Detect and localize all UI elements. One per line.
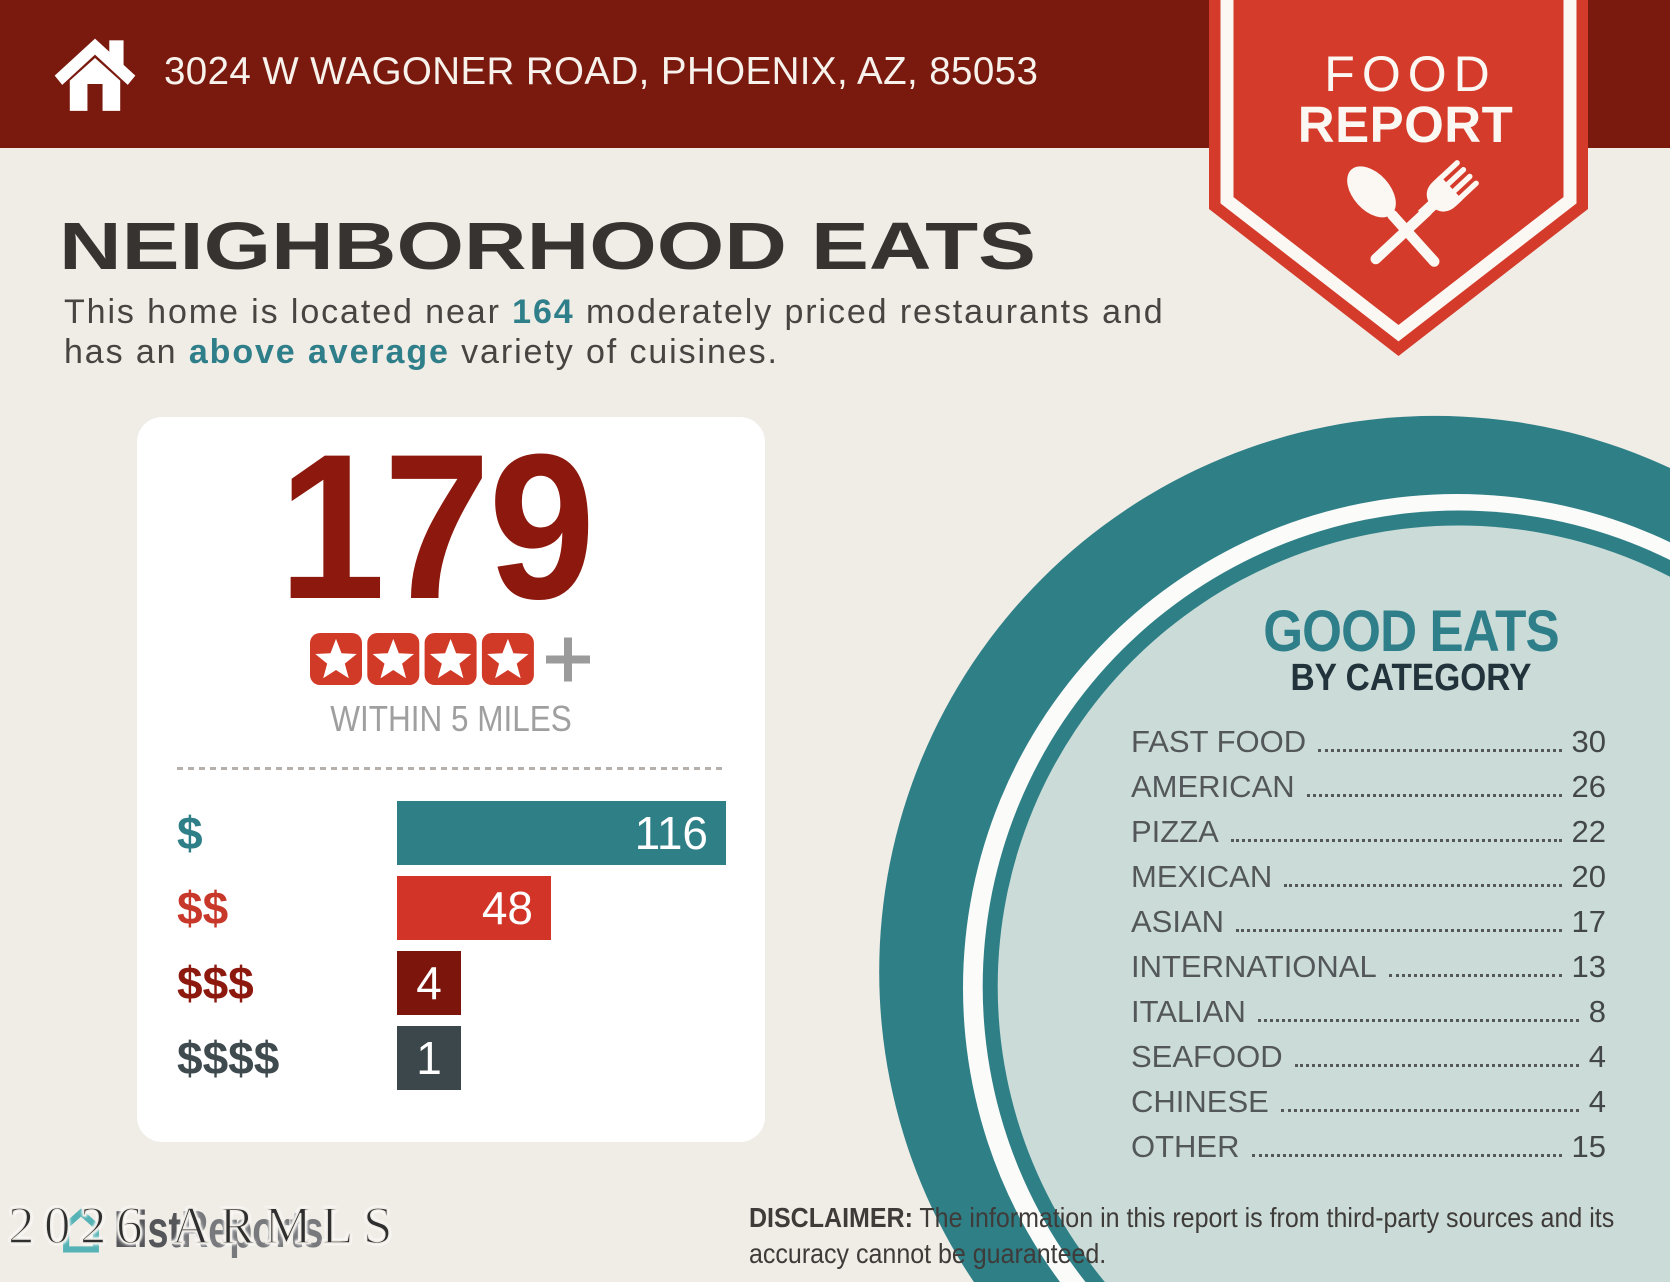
svg-text:REPORT: REPORT — [1298, 96, 1514, 153]
svg-text:FOOD: FOOD — [1324, 46, 1496, 102]
